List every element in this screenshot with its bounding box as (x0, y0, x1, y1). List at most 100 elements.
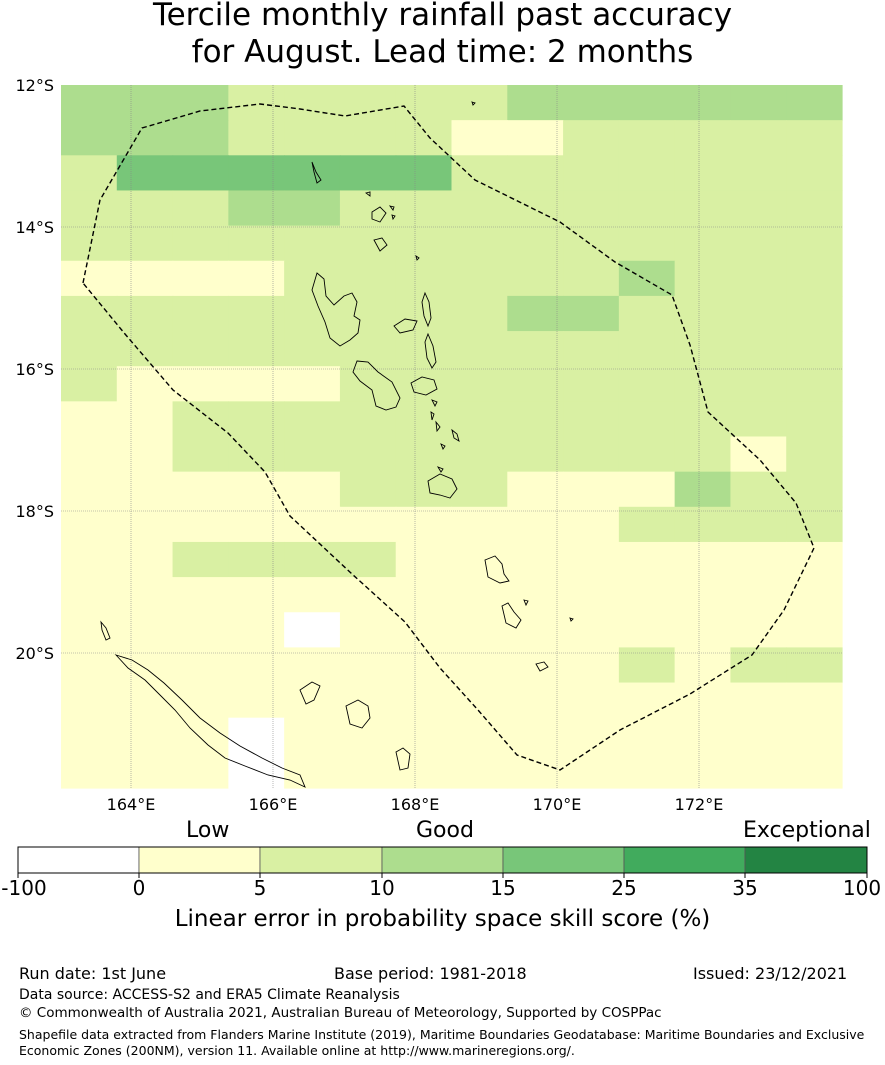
colorbar-frame (17, 846, 868, 874)
grid-cell (786, 577, 843, 613)
grid-cell (116, 436, 174, 473)
grid-cell (786, 190, 843, 227)
grid-cell (674, 120, 732, 156)
grid-cell (339, 717, 397, 754)
grid-cell (674, 647, 732, 684)
grid-cell (61, 295, 118, 332)
grid-cell (395, 85, 453, 121)
grid-cell (339, 225, 397, 262)
grid-cell (284, 295, 341, 332)
grid-cell (674, 682, 732, 719)
grid-cell (339, 260, 397, 297)
grid-cell (563, 260, 620, 297)
grid-cell (284, 225, 341, 262)
grid-cell (395, 717, 453, 754)
grid-cell (507, 577, 564, 613)
coastlines (100, 101, 574, 788)
lon-label: 170°E (533, 795, 582, 814)
islet-3 (391, 214, 396, 221)
colorbar-tick: 0 (132, 876, 146, 900)
grid-cell (563, 331, 620, 367)
grid-cell (618, 541, 676, 578)
grid-cell (786, 155, 843, 192)
grid-cell (618, 260, 676, 297)
grid-cell (61, 471, 118, 508)
grid-cell (618, 612, 676, 648)
grid-cell (563, 647, 620, 684)
grid-cell (116, 682, 174, 719)
island-malekula (352, 360, 401, 411)
grid-cell (507, 85, 564, 121)
lat-label: 16°S (15, 360, 54, 379)
grid-cell (339, 331, 397, 367)
grid-cell (395, 436, 453, 473)
colorbar-tick: 10 (369, 876, 395, 900)
grid-cell (116, 295, 174, 332)
grid-cell (563, 401, 620, 438)
grid-cell (674, 612, 732, 648)
grid-cell (172, 120, 229, 156)
grid-cell (339, 295, 397, 332)
grid-cell (284, 190, 341, 227)
shapefile-credit-2: Economic Zones (200NM), version 11. Avai… (19, 1043, 575, 1058)
grid-cell (61, 506, 118, 543)
island-new-caledonia (114, 654, 306, 788)
grid-cell (786, 85, 843, 121)
grid-cell (786, 295, 843, 332)
grid-cell (786, 717, 843, 754)
grid-cell (451, 541, 508, 578)
grid-cell (61, 541, 118, 578)
grid-cell (730, 612, 787, 648)
skill-grid (61, 85, 843, 789)
grid-cell (730, 506, 787, 543)
grid-cell (116, 366, 174, 402)
grid-cell (618, 717, 676, 754)
grid-cell (228, 190, 285, 227)
grid-cell (284, 577, 341, 613)
grid-cell (116, 612, 174, 648)
grid-cell (61, 190, 118, 227)
grid-cell (674, 155, 732, 192)
grid-cell (172, 612, 229, 648)
grid-cell (339, 155, 397, 192)
island-gaua (371, 206, 387, 223)
grid-cell (451, 436, 508, 473)
lat-label: 12°S (15, 76, 54, 95)
grid-cell (116, 260, 174, 297)
grid-cell (395, 541, 453, 578)
grid-cell (507, 717, 564, 754)
grid-cell (674, 471, 732, 508)
grid-cell (563, 85, 620, 121)
grid-cell (451, 120, 508, 156)
grid-cell (674, 577, 732, 613)
grid-cell (563, 155, 620, 192)
island-mare (395, 747, 411, 771)
grid-cell (451, 331, 508, 367)
grid-cell (172, 717, 229, 754)
grid-cell (228, 471, 285, 508)
grid-cell (618, 295, 676, 332)
grid-cell (730, 225, 787, 262)
grid-cell (618, 85, 676, 121)
grid-cell (284, 717, 341, 754)
grid-cell (507, 612, 564, 648)
grid-cell (507, 401, 564, 438)
grid-cell (507, 120, 564, 156)
grid-cell (116, 120, 174, 156)
islet-1 (364, 191, 371, 197)
colorbar-segment (259, 846, 383, 874)
grid-cell (674, 295, 732, 332)
grid-cell (618, 366, 676, 402)
grid-cell (618, 577, 676, 613)
grid-cell (730, 647, 787, 684)
grid-cell (730, 682, 787, 719)
grid-cell (172, 155, 229, 192)
colorbar-tick: 25 (611, 876, 637, 900)
lat-label: 20°S (15, 644, 54, 663)
grid-cell (563, 225, 620, 262)
grid-cell (61, 331, 118, 367)
grid-cell (618, 331, 676, 367)
grid-cell (618, 471, 676, 508)
grid-cell (563, 471, 620, 508)
grid-cell (563, 506, 620, 543)
